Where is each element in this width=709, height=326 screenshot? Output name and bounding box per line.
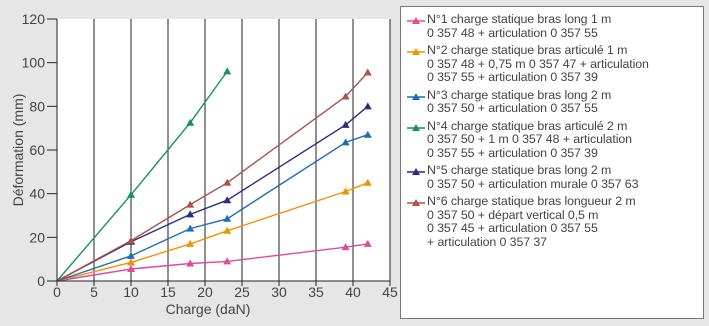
series-3 (56, 130, 372, 282)
legend-marker (407, 92, 425, 100)
y-tick-label: 100 (22, 55, 46, 71)
x-tick-label: 0 (53, 284, 61, 300)
data-point (127, 190, 135, 198)
x-tick-label: 45 (382, 284, 398, 300)
data-point (186, 118, 195, 126)
data-point (127, 236, 135, 244)
series-2 (56, 178, 372, 282)
data-point (363, 102, 372, 110)
data-point (341, 243, 350, 251)
x-tick-label: 5 (90, 284, 98, 300)
y-tick-label: 80 (29, 98, 45, 114)
y-axis-title: Déformation (mm) (10, 94, 26, 207)
legend-entry: N°5 charge statique bras long 2 m 0 357 … (405, 163, 703, 191)
x-tick-label: 20 (197, 284, 213, 300)
data-point (223, 214, 232, 222)
x-tick-label: 35 (308, 284, 324, 300)
series-line (56, 134, 369, 282)
data-point (186, 210, 195, 218)
series-line (56, 70, 228, 282)
data-point (186, 239, 195, 247)
series-line (56, 105, 369, 282)
legend-entry: N°6 charge statique bras longueur 2 m 0 … (405, 194, 703, 249)
y-tick-label: 40 (29, 186, 45, 202)
legend-label: N°6 charge statique bras longueur 2 m 0 … (427, 194, 636, 249)
legend-marker (407, 17, 425, 24)
legend-entry: N°1 charge statique bras long 1 m 0 357 … (405, 12, 703, 40)
legend-marker (407, 168, 425, 175)
data-point (223, 196, 232, 204)
legend-marker (407, 48, 425, 55)
legend-label: N°3 charge statique bras long 2 m 0 357 … (427, 87, 612, 115)
data-point (223, 257, 232, 265)
line-chart: 0 20 40 60 80 100 120 0 5 10 15 20 25 30 35 40 45 Charge… (10, 11, 398, 317)
series-line (56, 243, 368, 282)
x-tick-label: 30 (271, 284, 287, 300)
series-4 (56, 67, 232, 282)
series-line (56, 182, 369, 282)
data-point (341, 92, 350, 100)
x-tick-label: 10 (123, 284, 139, 300)
data-point (363, 130, 372, 138)
data-point (186, 259, 195, 267)
data-point (127, 264, 135, 272)
data-point (127, 258, 135, 266)
x-tick-label: 40 (345, 284, 361, 300)
series-1 (56, 239, 372, 282)
legend-label: N°4 charge statique bras articulé 2 m 0 … (427, 118, 632, 160)
legend-entry: N°2 charge statique bras articulé 1 m 0 … (405, 43, 703, 85)
data-point (363, 239, 372, 247)
legend-label: N°5 charge statique bras long 2 m 0 357 … (427, 163, 639, 191)
chart-legend: N°1 charge statique bras long 1 m 0 357 … (400, 6, 704, 319)
y-tick-label: 20 (29, 229, 45, 245)
data-point (186, 224, 195, 232)
data-point (341, 187, 350, 195)
legend-label: N°2 charge statique bras articulé 1 m 0 … (427, 43, 649, 84)
x-axis-title: Charge (daN) (166, 301, 251, 317)
data-point (127, 251, 135, 259)
x-tick-label: 25 (234, 284, 250, 300)
data-point (341, 138, 350, 146)
data-point (223, 226, 232, 234)
data-point (363, 178, 372, 186)
data-point (363, 68, 372, 76)
y-tick-label: 0 (37, 273, 45, 289)
series-line (56, 72, 369, 282)
data-point (186, 200, 195, 208)
legend-entry: N°3 charge statique bras long 2 m 0 357 … (405, 87, 703, 116)
plot-area (57, 19, 390, 281)
y-tick-label: 60 (29, 142, 45, 158)
data-point (223, 178, 232, 186)
data-point (223, 67, 232, 75)
y-tick-label: 120 (22, 11, 46, 27)
x-tick-label: 15 (160, 284, 176, 300)
legend-marker (407, 123, 425, 131)
series-6 (56, 68, 372, 282)
legend-marker (407, 199, 425, 206)
legend-label: N°1 charge statique bras long 1 m 0 357 … (427, 12, 612, 40)
data-point (341, 120, 350, 128)
legend-entry: N°4 charge statique bras articulé 2 m 0 … (405, 118, 703, 161)
